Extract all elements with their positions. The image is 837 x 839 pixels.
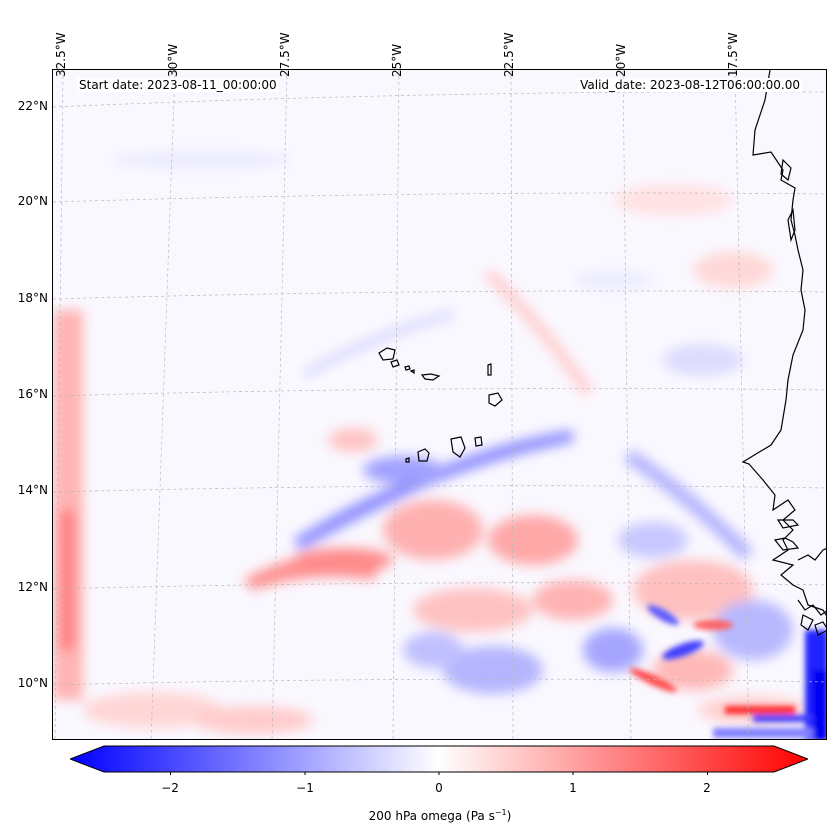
lat-label-12n: 12°N: [17, 580, 48, 594]
colorbar-label: 200 hPa omega (Pa s−1): [0, 808, 837, 823]
colorbar: [70, 745, 808, 775]
lon-label-22.5w: 22.5°W: [502, 32, 516, 77]
colorbar-tick-0: 0: [435, 781, 443, 795]
valid-date-label: Valid_date: 2023-08-12T06:00:00.00: [578, 78, 802, 92]
lat-label-14n: 14°N: [17, 483, 48, 497]
colorbar-ticks: [170, 772, 708, 775]
lat-label-20n: 20°N: [17, 194, 48, 208]
colorbar-label-text: 200 hPa omega (Pa s: [368, 809, 495, 823]
omega-field-features: [53, 150, 808, 734]
colorbar-tick-minus2: −2: [161, 781, 179, 795]
colorbar-bar: [70, 745, 808, 773]
map-panel: [52, 69, 827, 740]
lon-label-27.5w: 27.5°W: [278, 32, 292, 77]
colorbar-tick-minus1: −1: [296, 781, 314, 795]
lat-label-18n: 18°N: [17, 291, 48, 305]
lat-label-16n: 16°N: [17, 387, 48, 401]
lat-label-22n: 22°N: [17, 99, 48, 113]
colorbar-tick-1: 1: [569, 781, 577, 795]
lat-label-10n: 10°N: [17, 676, 48, 690]
colorbar-label-close: ): [506, 809, 512, 823]
cabo-verde-islands: [378, 347, 503, 463]
lon-label-30w: 30°W: [166, 43, 180, 77]
lon-label-17.5w: 17.5°W: [726, 32, 740, 77]
colorbar-tick-2: 2: [703, 781, 711, 795]
lon-label-25w: 25°W: [390, 43, 404, 77]
african-coastline: [741, 70, 826, 636]
graticule: [53, 70, 826, 739]
start-date-label: Start date: 2023-08-11_00:00:00: [77, 78, 279, 92]
lon-label-20w: 20°W: [614, 43, 628, 77]
lon-label-32.5w: 32.5°W: [54, 32, 68, 77]
colorbar-label-unit-exponent: −1: [494, 808, 507, 817]
omega-field-map: [53, 70, 826, 739]
